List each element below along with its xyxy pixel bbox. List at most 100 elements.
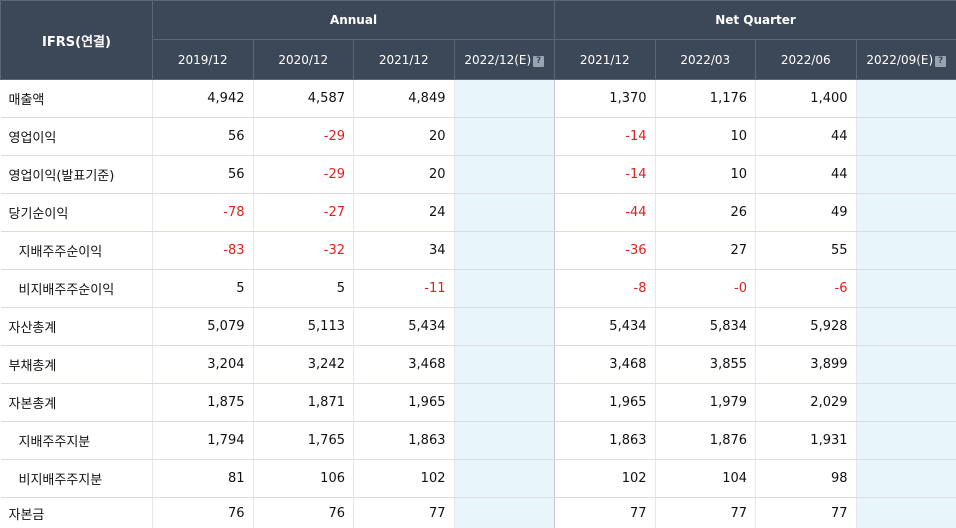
value-cell: 77 (354, 498, 455, 528)
row-label: 자산총계 (1, 308, 153, 346)
estimate-cell (856, 270, 956, 308)
value-cell: 1,176 (655, 80, 756, 118)
period-header: 2020/12 (253, 40, 354, 80)
period-label: 2021/12 (379, 53, 429, 67)
value-cell: 4,587 (253, 80, 354, 118)
period-header: 2021/12 (555, 40, 656, 80)
estimate-cell (454, 498, 555, 528)
value-cell: 3,468 (354, 346, 455, 384)
estimate-cell (856, 308, 956, 346)
value-cell: -14 (555, 118, 656, 156)
value-cell: 3,855 (655, 346, 756, 384)
value-cell: -78 (153, 194, 254, 232)
estimate-cell (856, 232, 956, 270)
estimate-cell (856, 422, 956, 460)
period-header: 2021/12 (354, 40, 455, 80)
value-cell: 27 (655, 232, 756, 270)
estimate-cell (454, 308, 555, 346)
value-cell: 5,113 (253, 308, 354, 346)
annual-group-header: Annual (153, 1, 555, 40)
value-cell: 1,965 (555, 384, 656, 422)
net-quarter-group-header: Net Quarter (555, 1, 956, 40)
value-cell: 1,876 (655, 422, 756, 460)
estimate-cell (856, 194, 956, 232)
value-cell: -44 (555, 194, 656, 232)
row-label: 자본총계 (1, 384, 153, 422)
value-cell: -32 (253, 232, 354, 270)
value-cell: 1,871 (253, 384, 354, 422)
estimate-cell (856, 460, 956, 498)
period-label: 2022/12(E) (464, 53, 531, 67)
row-label: 비지배주주순이익 (1, 270, 153, 308)
value-cell: 5,434 (555, 308, 656, 346)
period-header: 2022/06 (756, 40, 857, 80)
value-cell: 4,849 (354, 80, 455, 118)
estimate-cell (454, 270, 555, 308)
value-cell: 5,928 (756, 308, 857, 346)
value-cell: 1,965 (354, 384, 455, 422)
value-cell: 102 (555, 460, 656, 498)
value-cell: 5,834 (655, 308, 756, 346)
period-label: 2022/09(E) (866, 53, 933, 67)
value-cell: -29 (253, 118, 354, 156)
value-cell: 5,434 (354, 308, 455, 346)
value-cell: 76 (253, 498, 354, 528)
period-label: 2020/12 (278, 53, 328, 67)
help-icon[interactable]: ? (935, 56, 946, 67)
value-cell: 3,468 (555, 346, 656, 384)
value-cell: -6 (756, 270, 857, 308)
value-cell: -0 (655, 270, 756, 308)
value-cell: -11 (354, 270, 455, 308)
value-cell: 2,029 (756, 384, 857, 422)
period-label: 2022/06 (781, 53, 831, 67)
value-cell: -83 (153, 232, 254, 270)
value-cell: 20 (354, 156, 455, 194)
accounting-standard-header: IFRS(연결) (1, 1, 153, 80)
value-cell: -29 (253, 156, 354, 194)
value-cell: 77 (655, 498, 756, 528)
estimate-cell (856, 498, 956, 528)
value-cell: 44 (756, 118, 857, 156)
value-cell: 1,370 (555, 80, 656, 118)
estimate-cell (856, 80, 956, 118)
estimate-cell (454, 384, 555, 422)
value-cell: 1,979 (655, 384, 756, 422)
row-label: 매출액 (1, 80, 153, 118)
value-cell: 5 (253, 270, 354, 308)
value-cell: 1,794 (153, 422, 254, 460)
value-cell: -14 (555, 156, 656, 194)
period-header: 2022/03 (655, 40, 756, 80)
value-cell: 5,079 (153, 308, 254, 346)
estimate-cell (856, 346, 956, 384)
value-cell: 1,931 (756, 422, 857, 460)
estimate-cell (454, 80, 555, 118)
value-cell: 3,204 (153, 346, 254, 384)
row-label: 지배주주순이익 (1, 232, 153, 270)
row-label: 영업이익 (1, 118, 153, 156)
value-cell: 81 (153, 460, 254, 498)
estimate-cell (856, 384, 956, 422)
table-header: IFRS(연결) Annual Net Quarter 2019/12 2020… (1, 1, 956, 80)
period-label: 2022/03 (680, 53, 730, 67)
value-cell: 4,942 (153, 80, 254, 118)
row-label: 영업이익(발표기준) (1, 156, 153, 194)
value-cell: 77 (555, 498, 656, 528)
estimate-cell (454, 422, 555, 460)
value-cell: 1,863 (354, 422, 455, 460)
value-cell: 56 (153, 156, 254, 194)
value-cell: -8 (555, 270, 656, 308)
row-label: 부채총계 (1, 346, 153, 384)
value-cell: 5 (153, 270, 254, 308)
value-cell: 106 (253, 460, 354, 498)
help-icon[interactable]: ? (533, 56, 544, 67)
value-cell: 1,765 (253, 422, 354, 460)
